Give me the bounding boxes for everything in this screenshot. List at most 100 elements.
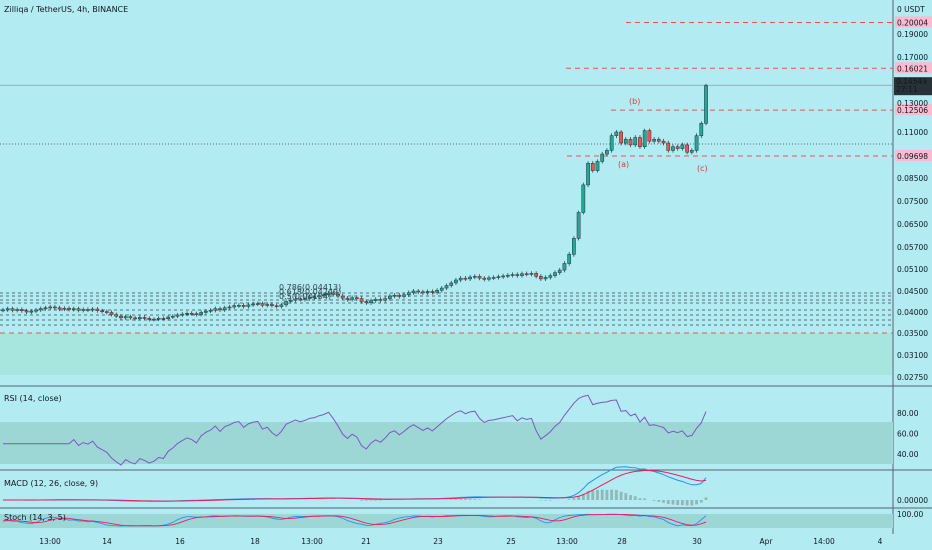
candle-body bbox=[232, 305, 237, 308]
time-tick-label: 4 bbox=[878, 537, 883, 546]
candle-body bbox=[704, 85, 708, 124]
price-tick-label: 0.08500 bbox=[897, 174, 928, 183]
time-tick-label: 28 bbox=[617, 537, 627, 546]
candle-body bbox=[656, 139, 661, 142]
price-tick-label: 0.02750 bbox=[897, 373, 928, 382]
macd-histogram-bar bbox=[652, 500, 656, 501]
candle-body bbox=[76, 308, 81, 311]
candle-body bbox=[86, 309, 90, 311]
price-label: 0.16021 bbox=[897, 64, 928, 73]
candle-body bbox=[90, 308, 95, 311]
candle-body bbox=[609, 135, 614, 151]
candle-body bbox=[15, 309, 20, 311]
candle-body bbox=[194, 313, 199, 315]
rsi-tick-label: 80.00 bbox=[897, 409, 919, 418]
chart-background bbox=[0, 0, 932, 534]
candle-body bbox=[218, 308, 222, 311]
candle-body bbox=[67, 307, 71, 310]
candle-body bbox=[491, 277, 496, 279]
candle-body bbox=[251, 303, 255, 306]
time-tick-label: 13:00 bbox=[556, 537, 578, 546]
candle-body bbox=[133, 317, 137, 320]
time-tick-label: 13:00 bbox=[301, 537, 323, 546]
candle-body bbox=[20, 309, 24, 311]
macd-histogram-bar bbox=[586, 491, 590, 500]
candle-body bbox=[355, 297, 359, 299]
candle-body bbox=[62, 307, 67, 310]
candle-body bbox=[204, 310, 208, 313]
candle-body bbox=[463, 277, 468, 280]
candle-body bbox=[416, 290, 421, 293]
rsi-band bbox=[0, 422, 893, 464]
price-label-box bbox=[895, 62, 932, 74]
macd-histogram-bar bbox=[449, 499, 453, 500]
candle-body bbox=[128, 316, 133, 319]
candle-body bbox=[444, 285, 449, 289]
macd-histogram-bar bbox=[624, 493, 628, 500]
macd-histogram-bar bbox=[666, 500, 670, 504]
macd-tick-label: 0.00000 bbox=[897, 496, 928, 505]
macd-histogram-bar bbox=[633, 496, 637, 500]
axis-unit-label: 0 USDT bbox=[897, 5, 925, 14]
candle-body bbox=[619, 131, 623, 144]
candle-body bbox=[43, 307, 48, 310]
price-tick-label: 0.07500 bbox=[897, 197, 928, 206]
price-tick-label: 0.13000 bbox=[897, 99, 928, 108]
wave-label: (a) bbox=[618, 160, 629, 169]
candle-body bbox=[652, 139, 656, 142]
candle-body bbox=[24, 310, 29, 313]
time-tick-label: 14 bbox=[102, 537, 112, 546]
candle-body bbox=[510, 274, 515, 276]
candle-body bbox=[647, 130, 652, 142]
candle-body bbox=[189, 313, 194, 315]
macd-line bbox=[2, 466, 707, 502]
candle-body bbox=[199, 312, 204, 315]
candle-body bbox=[477, 276, 482, 279]
candle-body bbox=[482, 277, 487, 280]
candle-body bbox=[298, 298, 303, 301]
rsi-tick-label: 60.00 bbox=[897, 430, 919, 439]
candles[interactable] bbox=[1, 83, 708, 322]
candle-body bbox=[680, 144, 685, 149]
candle-body bbox=[270, 304, 274, 306]
macd-histogram-bar bbox=[676, 500, 680, 505]
macd-histogram-bar bbox=[629, 495, 632, 500]
time-axis[interactable]: 13:00 14 16 18 13:00 21 23 25 13:00 28 30 Apr 14:00 4 bbox=[39, 537, 882, 546]
macd-histogram-bar bbox=[690, 500, 694, 506]
candle-body bbox=[675, 146, 680, 149]
candle-body bbox=[175, 314, 180, 317]
candle-body bbox=[104, 311, 109, 313]
price-label-box bbox=[895, 16, 932, 28]
macd-histogram-bar bbox=[699, 500, 703, 503]
candle-body bbox=[595, 161, 600, 171]
rsi-label: RSI (14, close) bbox=[4, 394, 62, 403]
candle-body bbox=[227, 306, 232, 309]
candle-body bbox=[369, 300, 373, 304]
price-axis[interactable]: 0 USDT 0.19000 0.17000 0.13000 0.11000 0.0850… bbox=[894, 5, 932, 519]
candle-body bbox=[166, 316, 170, 319]
macd-histogram-bar bbox=[605, 489, 609, 500]
macd-histogram-bar bbox=[544, 500, 547, 501]
candle-body bbox=[557, 269, 562, 273]
candle-body bbox=[255, 303, 260, 305]
candle-body bbox=[156, 318, 161, 320]
candle-body bbox=[34, 309, 38, 312]
candle-body bbox=[539, 276, 543, 280]
candle-body bbox=[48, 306, 53, 309]
candle-body bbox=[317, 295, 321, 298]
candle-body bbox=[671, 146, 675, 151]
candle-body bbox=[71, 308, 76, 310]
chart-title: Zilliqa / TetherUS, 4h, BINANCE bbox=[4, 5, 128, 14]
macd-histogram-bar bbox=[638, 498, 642, 500]
time-tick-label: 30 bbox=[692, 537, 702, 546]
fib-label: 0.618(0.04249) bbox=[279, 288, 341, 297]
candle-body bbox=[553, 272, 557, 276]
macd-histogram-bar bbox=[671, 500, 675, 505]
candle-body bbox=[515, 274, 520, 276]
macd-histogram-bar bbox=[473, 499, 477, 500]
candle-body bbox=[340, 295, 345, 299]
price-tick-label: 0.05100 bbox=[897, 265, 928, 274]
candle-body bbox=[505, 274, 510, 277]
candle-body bbox=[109, 312, 114, 315]
